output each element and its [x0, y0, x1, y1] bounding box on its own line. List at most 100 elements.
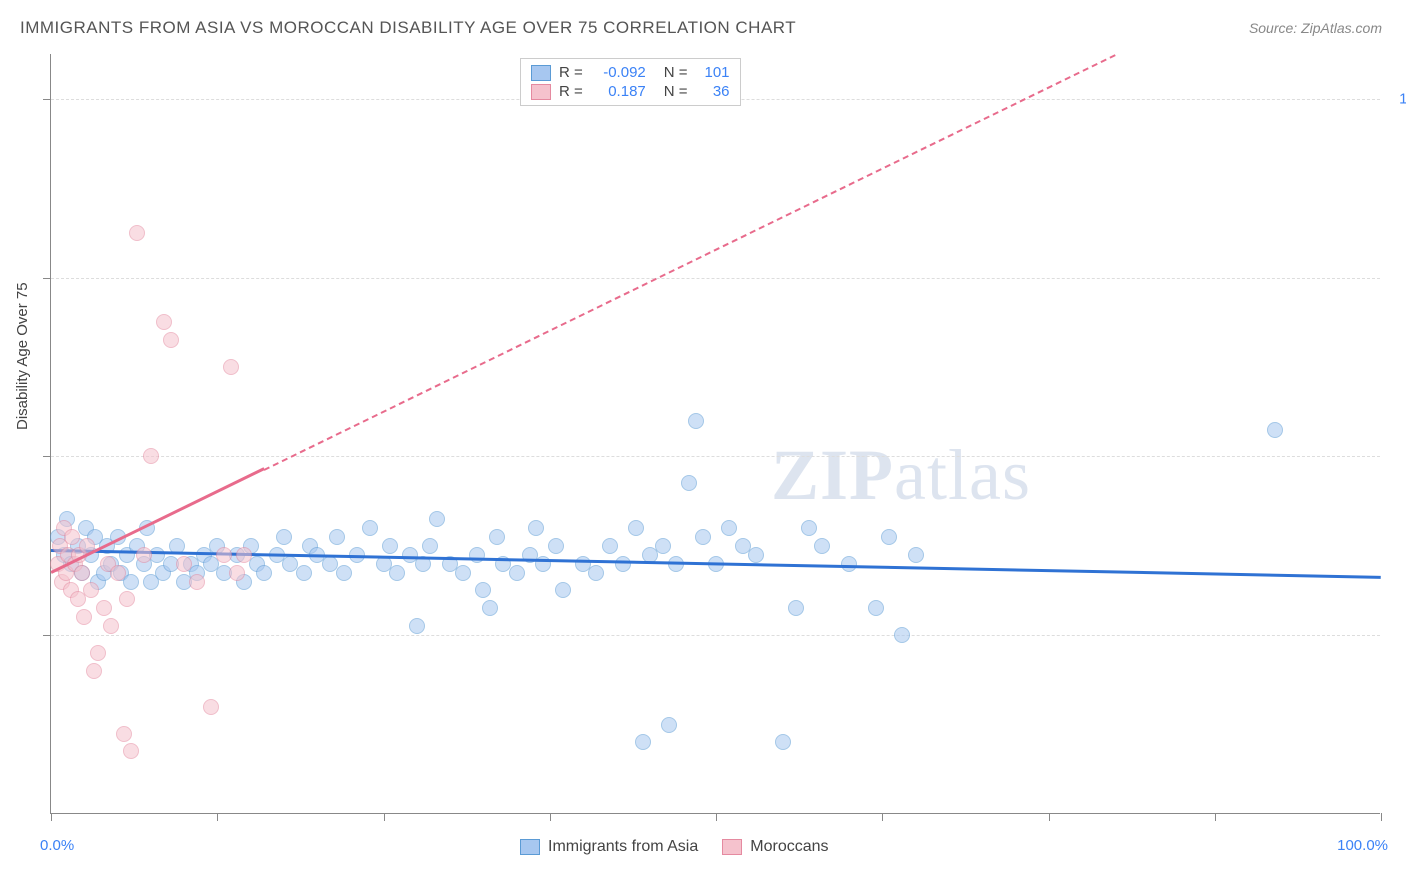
scatter-point [203, 699, 219, 715]
scatter-point [86, 663, 102, 679]
scatter-point [143, 448, 159, 464]
scatter-point [555, 582, 571, 598]
x-tick-mark [51, 813, 52, 821]
y-tick-label: 80.0% [1390, 269, 1406, 286]
scatter-point [123, 574, 139, 590]
scatter-point [455, 565, 471, 581]
scatter-point [721, 520, 737, 536]
x-tick-mark [384, 813, 385, 821]
gridline-h [51, 456, 1380, 457]
scatter-point [475, 582, 491, 598]
scatter-point [276, 529, 292, 545]
legend-swatch [531, 84, 551, 100]
scatter-point [116, 726, 132, 742]
legend-label: Immigrants from Asia [548, 838, 698, 856]
scatter-point [788, 600, 804, 616]
scatter-point [429, 511, 445, 527]
x-tick-mark [1381, 813, 1382, 821]
scatter-point [908, 547, 924, 563]
legend-item: Moroccans [722, 838, 828, 856]
legend-swatch [722, 839, 742, 855]
x-tick-mark [1215, 813, 1216, 821]
scatter-point [615, 556, 631, 572]
scatter-point [482, 600, 498, 616]
scatter-point [382, 538, 398, 554]
scatter-point [681, 475, 697, 491]
chart-plot-area: ZIPatlas 40.0%60.0%80.0%100.0% [50, 54, 1380, 814]
scatter-point [136, 547, 152, 563]
scatter-point [256, 565, 272, 581]
scatter-point [336, 565, 352, 581]
x-tick-mark [217, 813, 218, 821]
source-label: Source: ZipAtlas.com [1249, 20, 1382, 36]
scatter-point [110, 565, 126, 581]
scatter-point [894, 627, 910, 643]
stats-row: R =0.187N =36 [531, 82, 730, 101]
scatter-point [296, 565, 312, 581]
scatter-point [509, 565, 525, 581]
x-tick-mark [550, 813, 551, 821]
y-tick-mark [43, 635, 51, 636]
scatter-point [661, 717, 677, 733]
scatter-point [409, 618, 425, 634]
scatter-point [489, 529, 505, 545]
y-tick-mark [43, 99, 51, 100]
stats-n-label: N = [664, 64, 688, 81]
scatter-point [469, 547, 485, 563]
watermark: ZIPatlas [771, 434, 1031, 517]
scatter-point [64, 529, 80, 545]
scatter-point [422, 538, 438, 554]
scatter-point [748, 547, 764, 563]
stats-n-value: 101 [696, 64, 730, 81]
stats-legend-box: R = -0.092 N = 101R =0.187N =36 [520, 58, 741, 106]
scatter-point [801, 520, 817, 536]
scatter-point [96, 600, 112, 616]
scatter-point [74, 565, 90, 581]
trend-line [263, 54, 1115, 471]
scatter-point [156, 314, 172, 330]
stats-r-label: R = [559, 64, 583, 81]
scatter-point [695, 529, 711, 545]
scatter-point [628, 520, 644, 536]
scatter-point [236, 547, 252, 563]
scatter-point [775, 734, 791, 750]
y-tick-label: 60.0% [1390, 448, 1406, 465]
gridline-h [51, 635, 1380, 636]
scatter-point [602, 538, 618, 554]
scatter-point [635, 734, 651, 750]
stats-r-value: 0.187 [591, 83, 646, 100]
scatter-point [90, 645, 106, 661]
x-tick-mark [716, 813, 717, 821]
y-tick-label: 40.0% [1390, 627, 1406, 644]
scatter-point [83, 582, 99, 598]
stats-r-value: -0.092 [591, 64, 646, 81]
chart-title: IMMIGRANTS FROM ASIA VS MOROCCAN DISABIL… [20, 18, 796, 38]
stats-row: R = -0.092 N = 101 [531, 63, 730, 82]
bottom-legend: Immigrants from Asia Moroccans [520, 838, 829, 856]
x-axis-max-label: 100.0% [1337, 837, 1388, 854]
scatter-point [216, 547, 232, 563]
scatter-point [588, 565, 604, 581]
scatter-point [176, 556, 192, 572]
scatter-point [814, 538, 830, 554]
y-axis-label: Disability Age Over 75 [14, 282, 31, 430]
scatter-point [881, 529, 897, 545]
scatter-point [528, 520, 544, 536]
scatter-point [362, 520, 378, 536]
scatter-point [329, 529, 345, 545]
scatter-point [189, 574, 205, 590]
stats-n-value: 36 [696, 83, 730, 100]
scatter-point [229, 565, 245, 581]
legend-swatch [520, 839, 540, 855]
scatter-point [103, 618, 119, 634]
legend-item: Immigrants from Asia [520, 838, 698, 856]
y-tick-mark [43, 456, 51, 457]
x-tick-mark [882, 813, 883, 821]
scatter-point [389, 565, 405, 581]
scatter-point [163, 332, 179, 348]
scatter-point [119, 591, 135, 607]
scatter-point [1267, 422, 1283, 438]
legend-swatch [531, 65, 551, 81]
gridline-h [51, 278, 1380, 279]
scatter-point [841, 556, 857, 572]
